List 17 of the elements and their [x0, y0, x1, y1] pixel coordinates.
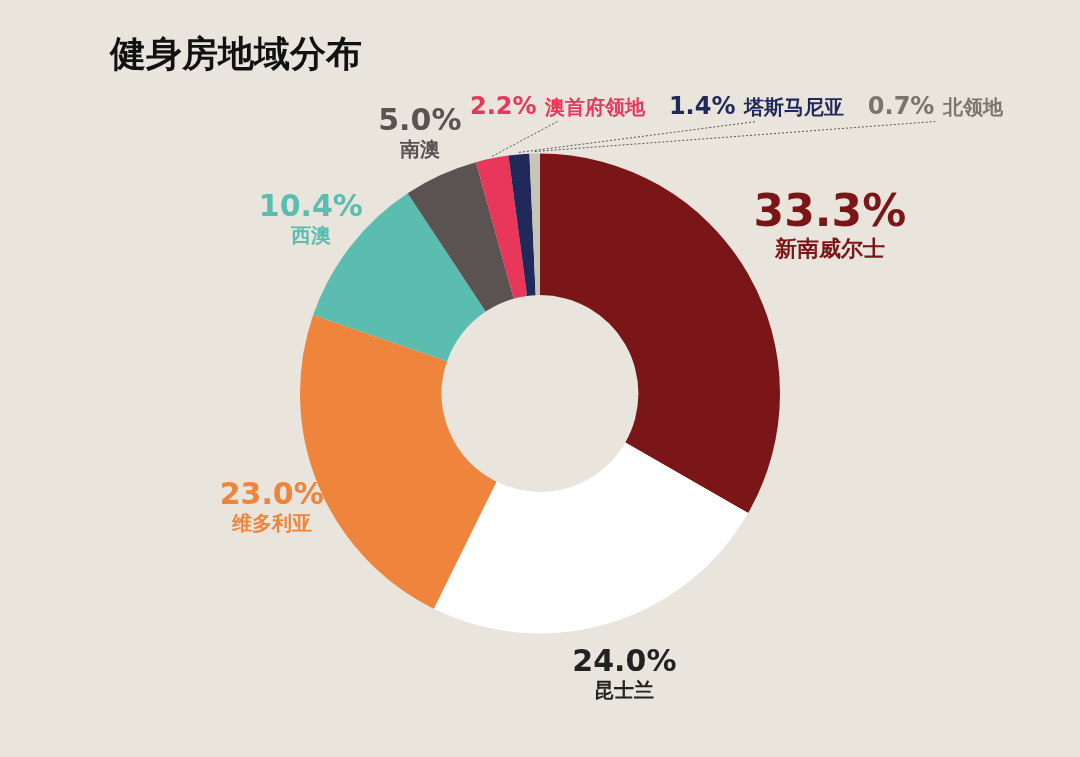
- slice-label: 新南威尔士: [773, 235, 885, 261]
- slice-label: 昆士兰: [594, 677, 655, 702]
- data-label: 10.4%: [258, 187, 363, 223]
- slice-label: 澳首府领地: [543, 94, 646, 119]
- data-label: 0.7%: [867, 91, 943, 120]
- data-label: 2.2%: [470, 91, 545, 120]
- data-label: 23.0%: [219, 475, 324, 511]
- slice-label: 维多利亚: [230, 510, 312, 535]
- data-label: 33.3%: [753, 184, 907, 236]
- data-label: 24.0%: [572, 642, 677, 678]
- slice-label: 塔斯马尼亚: [742, 94, 844, 119]
- chart-title: 健身房地域分布: [110, 32, 362, 76]
- data-label: 5.0%: [378, 101, 462, 137]
- data-label: 1.4%: [668, 91, 744, 120]
- slice-label: 西澳: [289, 222, 331, 247]
- slice-label: 南澳: [398, 136, 440, 161]
- slice-label: 北领地: [941, 94, 1004, 119]
